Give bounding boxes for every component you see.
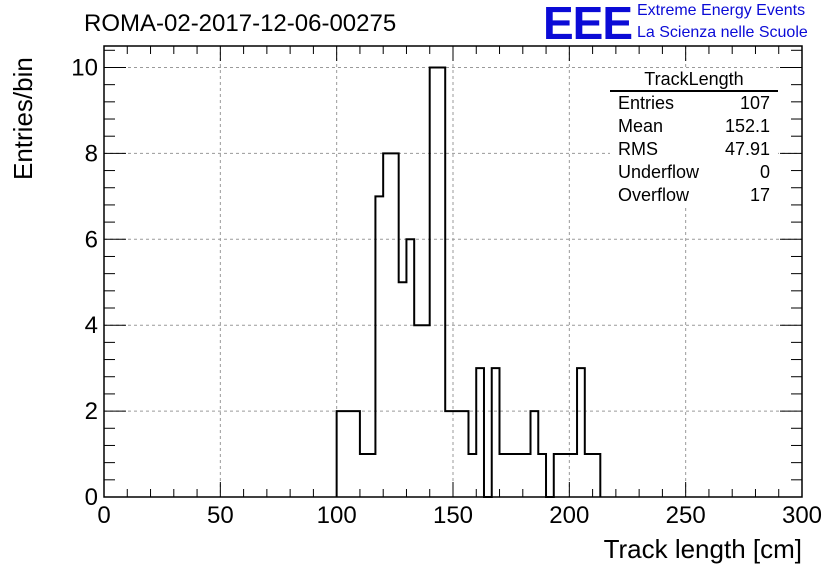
x-tick-label: 150 [433, 502, 473, 529]
y-tick-label: 4 [85, 312, 98, 339]
eee-logo: EEE [543, 0, 633, 49]
histogram-bin [375, 196, 383, 497]
histogram-bin [414, 325, 422, 497]
histogram-bin [523, 454, 531, 497]
histogram-series [335, 66, 602, 498]
histogram-outline [335, 66, 602, 498]
histogram-bin [453, 411, 461, 497]
stats-row: Underflow 0 [610, 161, 778, 184]
histogram-bin [531, 411, 539, 497]
stats-label: Mean [618, 116, 664, 136]
histogram-bin [445, 411, 453, 497]
histogram-bin [391, 153, 399, 497]
stats-row: RMS 47.91 [610, 138, 778, 161]
stats-row: Entries 107 [610, 92, 778, 115]
histogram-bin [368, 454, 376, 497]
histogram-bin [461, 411, 469, 497]
histogram-bin [430, 67, 438, 497]
histogram-bin [360, 454, 368, 497]
logo-line-2: La Scienza nelle Scuole [637, 24, 808, 41]
x-tick-label: 250 [666, 502, 706, 529]
histogram-bin [492, 368, 500, 497]
histogram-bin [577, 368, 585, 497]
histogram-bin [344, 411, 352, 497]
histogram-bin [476, 368, 484, 497]
histogram-bin [337, 411, 345, 497]
y-axis-label: Entries/bin [8, 57, 38, 180]
stats-value: 107 [739, 93, 770, 113]
stats-box: TrackLength Entries 107 Mean 152.1 RMS 47.9… [610, 68, 778, 208]
histogram-bin [585, 454, 593, 497]
stats-label: Entries [618, 93, 675, 113]
stats-label: Overflow [618, 185, 690, 205]
stats-value: 17 [749, 185, 770, 205]
histogram-bin [383, 153, 391, 497]
histogram-bin [352, 411, 360, 497]
y-tick-label: 10 [71, 54, 98, 81]
histogram-bin [499, 454, 507, 497]
chart-title: ROMA-02-2017-12-06-00275 [84, 10, 397, 37]
axes [103, 45, 803, 498]
histogram-bin [569, 454, 577, 497]
stats-label: RMS [618, 139, 658, 159]
histogram-bin [406, 239, 414, 497]
logo-line-1: Extreme Energy Events [637, 2, 806, 19]
stats-title: TrackLength [610, 68, 778, 92]
histogram-bin [507, 454, 515, 497]
histogram-bin [399, 282, 407, 497]
histogram-bin [515, 454, 523, 497]
stats-label: Underflow [618, 162, 700, 182]
histogram-bin [468, 454, 476, 497]
x-tick-label: 300 [782, 502, 822, 529]
y-tick-label: 8 [85, 140, 98, 167]
stats-value: 152.1 [724, 116, 770, 136]
histogram-bin [437, 67, 445, 497]
y-tick-label: 2 [85, 398, 98, 425]
x-tick-label: 0 [97, 502, 110, 529]
x-axis-label: Track length [cm] [603, 534, 802, 564]
y-tick-label: 0 [85, 484, 98, 511]
tick-labels: 0 50 100 150 200 250 300 0 2 4 6 8 10 [71, 54, 822, 529]
stats-value: 47.91 [724, 139, 770, 159]
x-tick-label: 200 [549, 502, 589, 529]
x-tick-label: 50 [207, 502, 234, 529]
y-tick-label: 6 [85, 226, 98, 253]
histogram-bin [593, 454, 601, 497]
stats-row: Overflow 17 [610, 184, 778, 207]
x-tick-label: 100 [317, 502, 357, 529]
histogram-bin [562, 454, 570, 497]
stats-row: Mean 152.1 [610, 115, 778, 138]
stats-value: 0 [759, 162, 770, 182]
histogram-bin [538, 454, 546, 497]
histogram-bin [554, 454, 562, 497]
histogram-bin [422, 325, 430, 497]
